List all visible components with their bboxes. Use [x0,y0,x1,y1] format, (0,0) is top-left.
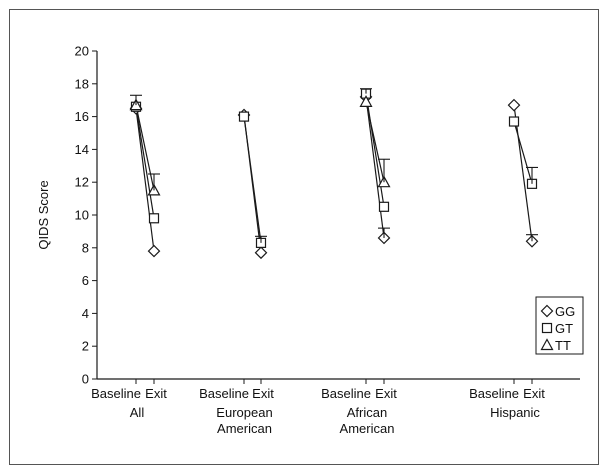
legend-marker-gg [540,304,554,318]
series-layer [129,88,539,260]
y-tick-label: 0 [82,372,89,387]
point-gg [507,98,521,112]
y-tick-label: 20 [75,44,89,59]
legend-marker-gt [541,322,553,334]
series-markers [129,88,539,260]
y-tick-label: 8 [82,240,89,255]
point-gg [254,246,268,260]
x-tick-label: Baseline [91,386,141,401]
x-tick-label: Baseline [321,386,371,401]
group-label: European [216,405,272,420]
y-ticks: 0 2 4 6 8 10 12 14 16 18 20 [75,44,97,387]
error-bars [130,88,538,243]
series-line-tt [365,101,385,183]
y-tick-label: 18 [75,76,89,91]
series-lines [135,93,533,253]
y-tick-label: 16 [75,109,89,124]
group-label: American [217,421,272,436]
legend-marker-tt [540,338,554,351]
group-label: African [347,405,387,420]
group-label: Hispanic [490,405,540,420]
point-gg [147,244,161,258]
y-tick-label: 6 [82,273,89,288]
legend-label-gt: GT [555,321,573,336]
point-gt [378,201,390,212]
point-gt [238,111,250,122]
y-tick-label: 14 [75,142,89,157]
group-label: American [340,421,395,436]
series-line-gt [513,121,533,185]
y-tick-label: 2 [82,339,89,354]
x-tick-label: Baseline [469,386,519,401]
axes [96,51,580,380]
series-line-gt [365,93,385,207]
group-label: All [130,405,145,420]
legend-label-gg: GG [555,304,575,319]
point-gt [148,213,160,224]
series-line-tt [135,104,155,191]
chart-frame [9,9,599,465]
y-tick-label: 12 [75,175,89,190]
y-tick-label: 4 [82,306,89,321]
point-gt [508,116,520,127]
series-line-gg [513,105,533,242]
y-tick-label: 10 [75,208,89,223]
x-tick-label: Exit [523,386,545,401]
x-tick-label: Exit [375,386,397,401]
series-line-gg [135,108,155,252]
x-tick-label: Exit [252,386,274,401]
series-line-gg [365,96,385,239]
point-tt [359,95,373,107]
series-line-gt [135,106,155,219]
x-tick-label: Baseline [199,386,249,401]
y-axis-label: QIDS Score [36,180,51,249]
legend: GG GT TT [535,296,584,355]
x-tick-label: Exit [145,386,167,401]
legend-label-tt: TT [555,338,571,353]
series-line-gt [243,116,262,243]
